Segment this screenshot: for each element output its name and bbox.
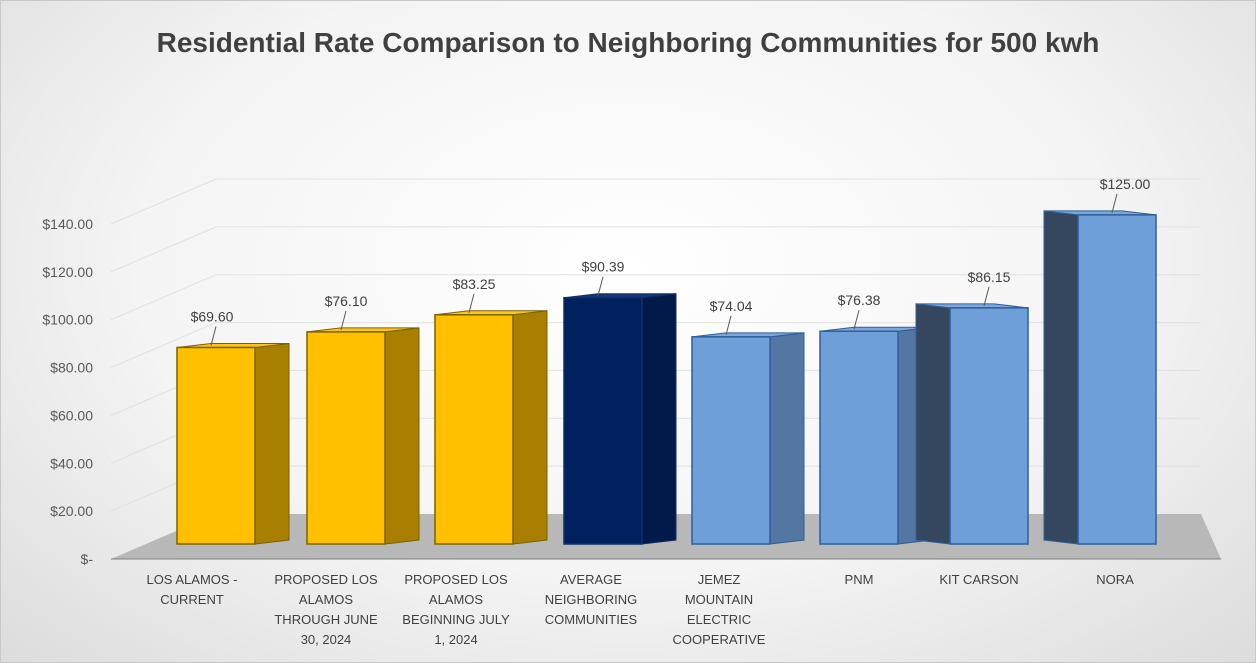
- category-label: NORA: [1096, 572, 1134, 587]
- category-label-line: AVERAGE: [560, 572, 622, 587]
- chart-title: Residential Rate Comparison to Neighbori…: [156, 27, 1100, 58]
- category-label-line: ELECTRIC: [687, 612, 751, 627]
- bar: [176, 346, 256, 545]
- gridline: [110, 274, 1201, 321]
- bar-side: [769, 332, 805, 545]
- data-label: $86.15: [968, 269, 1011, 285]
- y-tick-label: $140.00: [42, 216, 93, 232]
- gridline: [110, 322, 1201, 369]
- category-label-line: CURRENT: [160, 592, 224, 607]
- category-label-line: COMMUNITIES: [545, 612, 638, 627]
- y-tick-label: $20.00: [50, 503, 93, 519]
- bar-side: [1043, 210, 1079, 545]
- data-label-leader: [468, 293, 475, 313]
- bar-side: [512, 310, 548, 545]
- bar: [306, 331, 386, 545]
- category-label: PROPOSED LOS ALAMOS BEGINNING JULY 1, 2024: [402, 572, 510, 647]
- category-label-line: THROUGH JUNE: [274, 612, 378, 627]
- category-label-line: LOS ALAMOS -: [146, 572, 237, 587]
- category-label-line: KIT CARSON: [939, 572, 1018, 587]
- y-tick-label: $60.00: [50, 407, 93, 423]
- category-label-line: PNM: [845, 572, 874, 587]
- y-tick-label: $100.00: [42, 312, 93, 328]
- data-label: $83.25: [453, 276, 496, 292]
- category-label-line: 30, 2024: [301, 632, 352, 647]
- data-label: $90.39: [582, 259, 625, 275]
- category-label-line: PROPOSED LOS: [404, 572, 508, 587]
- bar-side: [915, 303, 951, 545]
- data-label-leader: [210, 326, 217, 346]
- bar-side: [641, 293, 677, 545]
- data-label-leader: [340, 310, 347, 331]
- bar: [1077, 214, 1157, 545]
- bar: [819, 330, 899, 545]
- gridline: [110, 226, 1201, 273]
- category-label-line: 1, 2024: [434, 632, 477, 647]
- category-label-line: COOPERATIVE: [673, 632, 766, 647]
- bar: [563, 296, 643, 545]
- category-label-line: NORA: [1096, 572, 1134, 587]
- data-label: $125.00: [1100, 176, 1151, 192]
- bar: [691, 336, 771, 545]
- bar: [949, 307, 1029, 545]
- category-label: JEMEZ MOUNTAIN ELECTRIC COOPERATIVE: [673, 572, 766, 647]
- category-label-line: NEIGHBORING: [545, 592, 637, 607]
- category-label-line: JEMEZ: [698, 572, 741, 587]
- y-tick-label: $80.00: [50, 360, 93, 376]
- bar-side: [384, 327, 420, 545]
- data-label-leader: [725, 315, 732, 335]
- data-label: $76.10: [325, 293, 368, 309]
- category-label-line: PROPOSED LOS: [274, 572, 378, 587]
- category-label-line: MOUNTAIN: [685, 592, 753, 607]
- category-label-line: ALAMOS: [429, 592, 484, 607]
- data-label-leader: [1111, 193, 1118, 214]
- category-label: PNM: [845, 572, 874, 587]
- data-label-leader: [597, 276, 604, 296]
- bar: [434, 314, 514, 545]
- y-tick-label: $120.00: [42, 264, 93, 280]
- category-label-line: BEGINNING JULY: [402, 612, 510, 627]
- data-label: $69.60: [191, 308, 234, 324]
- bar-side: [254, 342, 290, 545]
- category-label-line: ALAMOS: [299, 592, 354, 607]
- data-label-leader: [983, 286, 990, 306]
- category-label: KIT CARSON: [939, 572, 1018, 587]
- y-tick-label: $-: [81, 551, 94, 567]
- category-label: LOS ALAMOS - CURRENT: [146, 572, 237, 607]
- data-label: $74.04: [710, 298, 753, 314]
- gridline: [110, 178, 1201, 225]
- category-label: PROPOSED LOS ALAMOS THROUGH JUNE 30, 2024: [274, 572, 378, 647]
- category-label: AVERAGE NEIGHBORING COMMUNITIES: [545, 572, 638, 627]
- y-tick-label: $40.00: [50, 455, 93, 471]
- data-label-leader: [853, 310, 860, 330]
- data-label: $76.38: [838, 292, 881, 308]
